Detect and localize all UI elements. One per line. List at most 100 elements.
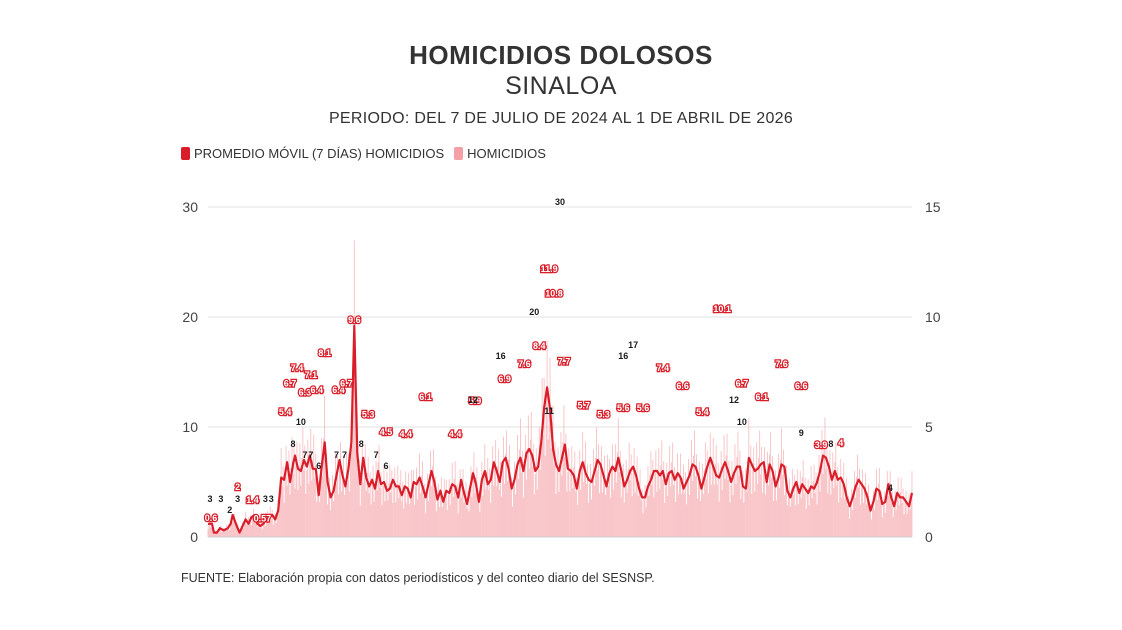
homicidios-bar [499, 489, 501, 537]
homicidios-label: 7 [302, 450, 307, 460]
homicidios-bar [887, 496, 889, 537]
homicidios-bar [408, 473, 410, 537]
homicidios-bar [484, 444, 486, 537]
homicidios-bar [280, 448, 282, 537]
homicidios-bar [298, 466, 300, 537]
homicidios-bar [677, 453, 679, 537]
homicidios-bar [514, 461, 515, 537]
moving-average-label: 5.3 [597, 409, 610, 419]
homicidios-bar [348, 491, 350, 537]
homicidios-bar [531, 466, 533, 537]
homicidios-label: 12 [729, 395, 739, 405]
homicidios-bar [676, 478, 678, 537]
homicidios-bar [853, 491, 855, 537]
homicidios-bar [718, 501, 720, 537]
homicidios-bar [698, 461, 700, 537]
homicidios-bar [804, 477, 806, 537]
legend-item-moving-average[interactable]: PROMEDIO MÓVIL (7 DÍAS) HOMICIDIOS [181, 146, 444, 161]
homicidios-bar [502, 465, 503, 537]
homicidios-bar [378, 444, 380, 537]
moving-average-label: 8.1 [318, 348, 331, 358]
homicidios-bar [387, 500, 389, 537]
homicidios-bar [518, 479, 519, 537]
homicidios-bar [492, 446, 494, 537]
homicidios-bar [284, 476, 286, 537]
homicidios-bar [436, 501, 438, 537]
homicidios-bar [353, 240, 355, 537]
homicidios-bar [798, 491, 800, 537]
homicidios-bar [342, 472, 343, 537]
homicidios-bar [648, 496, 650, 537]
homicidios-bar [844, 499, 846, 537]
homicidios-label: 4 [888, 483, 893, 493]
homicidios-bar [275, 522, 277, 537]
homicidios-bar [649, 474, 651, 537]
homicidios-bar [390, 492, 392, 537]
homicidios-bar [403, 508, 405, 537]
homicidios-bar [893, 507, 895, 537]
homicidios-bar [684, 493, 685, 537]
legend-item-homicidios[interactable]: HOMICIDIOS [454, 146, 546, 161]
homicidios-bar [453, 478, 455, 537]
homicidios-bar [600, 467, 601, 537]
homicidios-bar [691, 440, 692, 537]
homicidios-bar [546, 340, 548, 537]
homicidios-bar [591, 499, 592, 537]
homicidios-bar [872, 506, 873, 537]
homicidios-bar [897, 477, 899, 537]
homicidios-bar [731, 460, 733, 537]
homicidios-bar [640, 500, 642, 537]
homicidios-bar [867, 492, 868, 537]
homicidios-bar [910, 492, 912, 537]
homicidios-bar [747, 458, 749, 537]
moving-average-label: 6.3 [299, 387, 312, 397]
homicidios-bar [859, 468, 860, 537]
homicidios-bar [314, 478, 316, 537]
homicidios-bar [762, 492, 764, 537]
legend-label-moving-average: PROMEDIO MÓVIL (7 DÍAS) HOMICIDIOS [194, 146, 445, 161]
homicidios-bar [555, 493, 557, 537]
homicidios-bar [430, 450, 431, 537]
homicidios-bar [787, 491, 789, 537]
homicidios-bar [476, 466, 478, 537]
homicidios-bar [421, 476, 422, 537]
homicidios-bar [521, 450, 523, 537]
homicidios-bar [769, 454, 770, 537]
homicidios-bar [351, 445, 353, 537]
homicidios-bar [836, 484, 838, 537]
homicidios-bar [396, 484, 398, 537]
homicidios-bar [911, 471, 913, 537]
homicidios-bar [329, 478, 330, 537]
homicidios-label: 10 [737, 417, 747, 427]
homicidios-bar [786, 505, 788, 537]
homicidios-bar [268, 514, 270, 537]
homicidios-bar [426, 494, 427, 537]
homicidios-bar [654, 473, 656, 537]
homicidios-bar [880, 491, 882, 537]
homicidios-bar [854, 471, 855, 537]
homicidios-bar [323, 438, 325, 537]
homicidios-bar [404, 488, 406, 537]
homicidios-bar [671, 462, 673, 537]
homicidios-bar [909, 509, 911, 537]
moving-average-label: 5.9 [469, 396, 482, 406]
homicidios-bar [512, 506, 513, 537]
homicidios-bar [748, 418, 750, 537]
homicidios-bar [245, 512, 246, 537]
moving-average-label: 5.7 [577, 401, 590, 411]
homicidios-bar [574, 451, 576, 537]
chart-legend: PROMEDIO MÓVIL (7 DÍAS) HOMICIDIOS HOMIC… [181, 146, 550, 161]
homicidios-bar [356, 412, 358, 537]
homicidios-bar [585, 441, 587, 537]
homicidios-bar [410, 492, 412, 537]
homicidios-bar [289, 494, 291, 537]
homicidios-bar [244, 520, 245, 537]
y-left-tick-0: 0 [190, 529, 198, 545]
moving-average-label: 5.6 [617, 403, 630, 413]
y-left-tick-30: 30 [182, 199, 198, 215]
homicidios-label: 6 [316, 461, 321, 471]
homicidios-label: 6 [383, 461, 388, 471]
moving-average-label: 6.1 [755, 392, 768, 402]
homicidios-bar [695, 476, 696, 537]
